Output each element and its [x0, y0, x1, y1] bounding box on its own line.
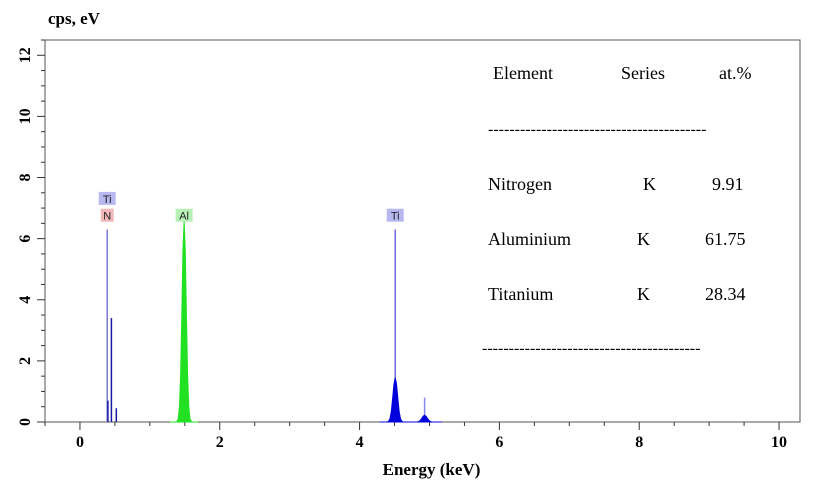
y-tick-label: 12 [17, 47, 34, 63]
y-axis-label: cps, eV [48, 9, 100, 28]
table-row-element: Nitrogen [488, 174, 552, 194]
peak-ti [407, 414, 443, 423]
y-tick-label: 2 [17, 357, 34, 365]
table-header-element: Element [493, 63, 553, 83]
table-divider-bottom: ----------------------------------------… [482, 340, 701, 357]
table-row-at: 61.75 [705, 229, 746, 249]
peak-al [170, 220, 199, 423]
table-row-series: K [643, 174, 656, 194]
table-row-series: K [637, 229, 650, 249]
x-tick-label: 6 [495, 434, 503, 451]
x-tick-label: 0 [76, 434, 84, 451]
peak-label: Al [179, 211, 189, 223]
peak-label-box [100, 208, 114, 222]
x-tick-label: 10 [771, 434, 787, 451]
y-tick-label: 8 [17, 174, 34, 182]
x-tick-label: 2 [216, 434, 224, 451]
y-tick-label: 10 [17, 108, 34, 124]
y-tick-label: 0 [17, 418, 34, 426]
table-row-at: 28.34 [705, 284, 746, 304]
table-divider-top: ----------------------------------------… [488, 121, 707, 138]
peak-ti [379, 377, 411, 423]
x-axis-label: Energy (keV) [382, 460, 481, 479]
y-tick-label: 6 [17, 235, 34, 243]
peak-label: N [103, 211, 111, 223]
peak-label: Ti [103, 194, 112, 206]
table-row-element: Titanium [488, 284, 554, 304]
table-header-series: Series [621, 63, 665, 83]
plot-frame [44, 39, 801, 423]
table-header-at: at.% [719, 63, 752, 83]
table-row-element: Aluminium [488, 229, 572, 249]
table-row-at: 9.91 [712, 174, 744, 194]
table-row-series: K [637, 284, 650, 304]
peak-label-box [98, 191, 116, 205]
peak-label: Ti [391, 211, 400, 223]
x-tick-label: 8 [635, 434, 643, 451]
peak-label-box [175, 208, 193, 222]
x-tick-label: 4 [356, 434, 364, 451]
peak-label-box [386, 208, 404, 222]
y-tick-label: 4 [17, 296, 34, 304]
